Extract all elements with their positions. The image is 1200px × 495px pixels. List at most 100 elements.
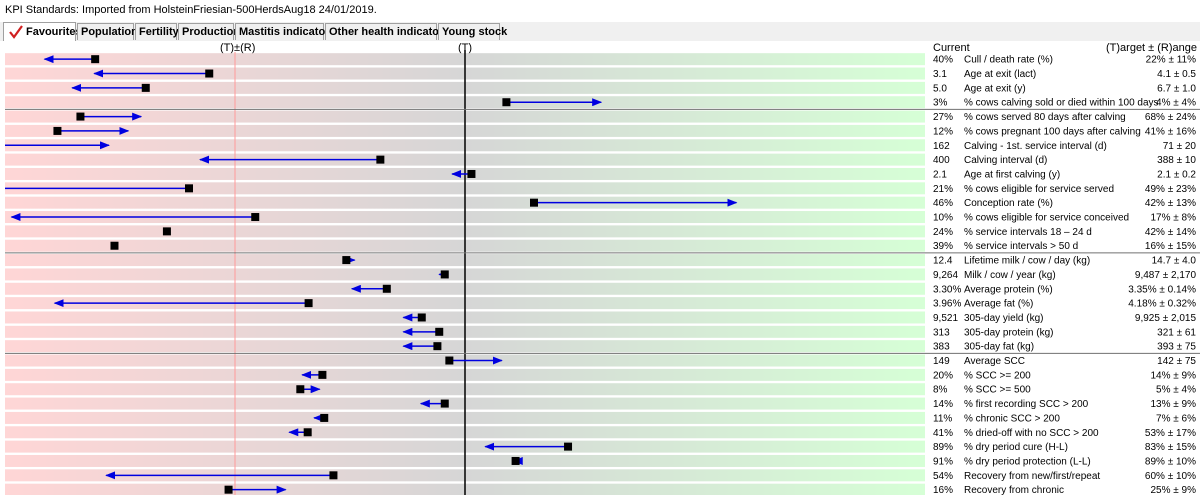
kpi-row: 313 305-day protein (kg) 321 ± 61 (402, 327, 1196, 338)
current-value: 27% (933, 112, 953, 123)
current-value-marker (467, 169, 476, 178)
kpi-row: 41% % dried-off with no SCC > 200 53% ± 17… (288, 428, 1196, 439)
kpi-label: Conception rate (%) (964, 198, 1053, 209)
current-value-marker (376, 155, 385, 164)
kpi-label: 305-day fat (kg) (964, 342, 1034, 353)
kpi-label: % cows eligible for service served (964, 184, 1114, 195)
current-value: 12% (933, 126, 953, 137)
target-range: 60% ± 10% (1145, 471, 1196, 482)
target-range: 4.18% ± 0.32% (1128, 299, 1196, 310)
current-value-marker (304, 299, 313, 308)
target-range: 42% ± 14% (1145, 227, 1196, 238)
kpi-row: 16% Recovery from chronic 25% ± 9% (224, 485, 1196, 495)
tab-young-stock[interactable]: Young stock (438, 23, 507, 40)
kpi-label: % service intervals 18 – 24 d (964, 227, 1092, 238)
kpi-label: Lifetime milk / cow / day (kg) (964, 256, 1090, 267)
current-value: 3% (933, 98, 948, 109)
kpi-label: Average protein (%) (964, 284, 1053, 295)
current-value: 20% (933, 370, 953, 381)
kpi-row: 3% % cows calving sold or died within 100… (502, 98, 1196, 109)
current-value: 16% (933, 485, 953, 495)
kpi-row: 14% % first recording SCC > 200 13% ± 9% (419, 399, 1196, 410)
kpi-label: % SCC >= 500 (964, 385, 1031, 396)
tab-population[interactable]: Population (77, 23, 138, 40)
kpi-row: 11% % chronic SCC > 200 7% ± 6% (313, 413, 1196, 424)
target-range: 4% ± 4% (1156, 98, 1196, 109)
target-range: 13% ± 9% (1150, 399, 1196, 410)
current-value: 383 (933, 342, 950, 353)
target-range: 3.35% ± 0.14% (1128, 284, 1196, 295)
target-range: 83% ± 15% (1145, 442, 1196, 453)
current-value-marker (318, 370, 327, 379)
current-value: 313 (933, 327, 950, 338)
current-value: 14% (933, 399, 953, 410)
kpi-row: 10% % cows eligible for service conceived… (10, 213, 1196, 224)
current-value-marker (329, 471, 338, 480)
kpi-row: 89% % dry period cure (H-L) 83% ± 15% (484, 442, 1196, 453)
target-range: 2.1 ± 0.2 (1157, 169, 1196, 180)
current-value: 3.96% (933, 299, 961, 310)
group-separators (5, 108, 1200, 354)
kpi-row: 20% % SCC >= 200 14% ± 9% (301, 370, 1196, 381)
current-value: 10% (933, 213, 953, 224)
current-value-marker (251, 213, 260, 222)
tab-label: Other health indicators (329, 26, 450, 38)
target-range: 6.7 ± 1.0 (1157, 83, 1196, 94)
tab-mastitis-indicators[interactable]: Mastitis indicators (235, 23, 336, 40)
kpi-label: % cows served 80 days after calving (964, 112, 1126, 123)
kpi-row: 3.96% Average fat (%) 4.18% ± 0.32% (53, 299, 1196, 310)
kpi-label: Average SCC (964, 356, 1025, 367)
target-range: 321 ± 61 (1157, 327, 1196, 338)
current-value-marker (76, 112, 85, 121)
target-range: 89% ± 10% (1145, 456, 1196, 467)
title-bar: KPI Standards: Imported from HolsteinFri… (0, 0, 1200, 22)
kpi-row: 3.30% Average protein (%) 3.35% ± 0.14% (350, 284, 1196, 295)
current-value: 21% (933, 184, 953, 195)
tab-label: Young stock (442, 26, 508, 38)
kpi-row: 8% % SCC >= 500 5% ± 4% (296, 385, 1196, 396)
kpi-label: % first recording SCC > 200 (964, 399, 1089, 410)
tab-fertility[interactable]: Fertility (135, 23, 179, 40)
kpi-row: 2.1 Age at first calving (y) 2.1 ± 0.2 (451, 169, 1196, 180)
kpi-label: Age at exit (lact) (964, 69, 1036, 80)
current-value: 41% (933, 428, 953, 439)
kpi-row: 162 Calving - 1st. service interval (d) 71… (5, 141, 1196, 152)
current-value: 11% (933, 413, 952, 424)
target-range: 25% ± 9% (1150, 485, 1196, 495)
current-value-marker (53, 126, 62, 135)
kpi-label: % cows pregnant 100 days after calving (964, 126, 1141, 137)
tab-other-health-indicators[interactable]: Other health indicators (325, 23, 449, 40)
kpi-label: Calving - 1st. service interval (d) (964, 141, 1107, 152)
tab-favourites[interactable]: Favourites (3, 22, 82, 42)
kpi-label: 305-day protein (kg) (964, 327, 1054, 338)
kpi-row: 21% % cows eligible for service served 49%… (5, 184, 1196, 195)
kpi-row: 12% % cows pregnant 100 days after calvin… (53, 126, 1196, 137)
kpi-label: Recovery from new/first/repeat (964, 471, 1100, 482)
reference-lines (234, 50, 466, 495)
current-value: 2.1 (933, 169, 947, 180)
tab-production[interactable]: Production (178, 23, 240, 40)
current-value: 39% (933, 241, 953, 252)
target-range: 142 ± 75 (1157, 356, 1196, 367)
column-header: (T)±(R) (T) Current (T)arget ± (R)ange (0, 41, 1200, 54)
tab-label: Population (81, 26, 138, 38)
current-value-marker (342, 256, 351, 265)
current-value-marker (530, 198, 538, 207)
target-column-header: (T)arget ± (R)ange (1106, 42, 1198, 54)
target-range: 14.7 ± 4.0 (1152, 256, 1197, 267)
current-column-header: Current (933, 42, 970, 54)
target-range: 393 ± 75 (1157, 342, 1196, 353)
current-value-marker (224, 485, 233, 494)
kpi-label: % SCC >= 200 (964, 370, 1031, 381)
current-value-marker (110, 241, 119, 250)
kpi-label: % chronic SCC > 200 (964, 413, 1060, 424)
kpi-label: Calving interval (d) (964, 155, 1047, 166)
kpi-row: 383 305-day fat (kg) 393 ± 75 (402, 342, 1196, 353)
current-value-marker (564, 442, 573, 451)
kpi-label: 305-day yield (kg) (964, 313, 1043, 324)
kpi-label: % dry period cure (H-L) (964, 442, 1068, 453)
kpi-row: 3.1 Age at exit (lact) 4.1 ± 0.5 (93, 69, 1196, 80)
target-range: 9,925 ± 2,015 (1135, 313, 1197, 324)
current-value: 54% (933, 471, 953, 482)
